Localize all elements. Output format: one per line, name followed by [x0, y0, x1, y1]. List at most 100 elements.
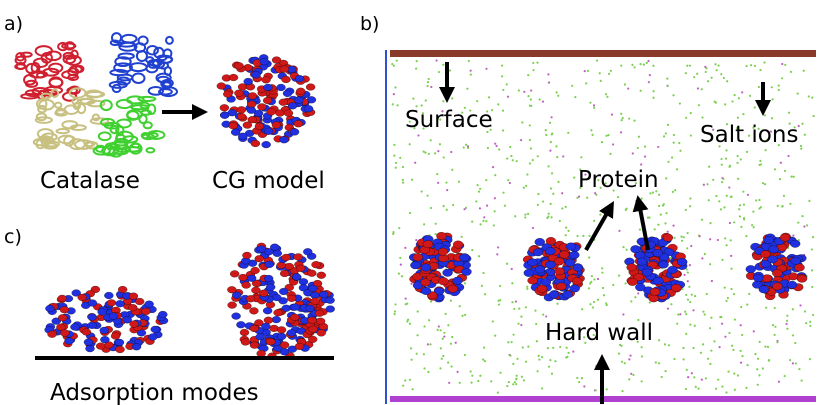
particle	[520, 316, 522, 318]
particle	[464, 354, 466, 356]
particle	[526, 173, 528, 175]
particle	[84, 339, 93, 346]
particle	[797, 275, 807, 283]
particle	[587, 70, 589, 72]
particle	[280, 270, 289, 277]
particle	[547, 347, 549, 349]
particle	[502, 110, 504, 112]
particle	[804, 134, 806, 136]
particle	[554, 258, 564, 266]
particle	[627, 87, 629, 89]
particle	[610, 70, 612, 72]
particle	[280, 136, 289, 143]
particle	[589, 303, 591, 305]
particle	[621, 119, 623, 121]
particle	[690, 245, 692, 247]
particle	[467, 145, 469, 147]
particle	[628, 358, 630, 360]
particle	[484, 360, 486, 362]
particle	[637, 147, 639, 149]
particle	[755, 199, 757, 201]
particle	[589, 282, 591, 284]
particle	[721, 323, 723, 325]
particle	[494, 174, 496, 176]
particle	[578, 381, 580, 383]
particle	[762, 182, 764, 184]
particle	[399, 257, 401, 259]
particle	[440, 329, 442, 331]
particle	[492, 166, 494, 168]
particle	[605, 135, 607, 137]
particle	[430, 139, 432, 141]
particle	[402, 166, 404, 168]
particle	[287, 295, 296, 302]
particle	[428, 319, 430, 321]
particle	[671, 284, 681, 292]
particle	[759, 286, 769, 294]
particle	[663, 234, 673, 242]
particle	[466, 88, 468, 90]
particle	[398, 273, 400, 275]
particle	[713, 340, 715, 342]
particle	[711, 77, 713, 79]
particle	[509, 146, 511, 148]
particle	[86, 345, 95, 352]
particle	[781, 205, 783, 207]
particle	[649, 301, 651, 303]
particle	[499, 285, 501, 287]
particle	[326, 297, 335, 304]
particle	[306, 84, 315, 91]
particle	[264, 128, 273, 135]
particle	[801, 379, 803, 381]
particle	[440, 347, 442, 349]
particle	[426, 85, 428, 87]
particle	[434, 152, 436, 154]
particle	[685, 313, 687, 315]
particle	[461, 315, 463, 317]
particle	[141, 308, 150, 315]
particle	[806, 224, 808, 226]
particle	[808, 95, 810, 97]
particle	[520, 324, 522, 326]
particle	[559, 346, 561, 348]
particle	[264, 84, 273, 91]
particle	[630, 300, 632, 302]
particle	[677, 258, 687, 266]
particle	[545, 129, 547, 131]
particle	[660, 214, 662, 216]
particle	[632, 374, 634, 376]
particle	[740, 226, 742, 228]
particle	[88, 300, 97, 307]
particle	[450, 343, 452, 345]
particle	[450, 300, 452, 302]
particle	[428, 153, 430, 155]
particle	[504, 205, 506, 207]
particle	[738, 97, 740, 99]
particle	[549, 291, 559, 299]
particle	[410, 347, 412, 349]
particle	[308, 326, 317, 333]
particle	[786, 328, 788, 330]
particle	[394, 303, 396, 305]
particle	[547, 73, 549, 75]
particle	[649, 74, 651, 76]
particle	[550, 187, 552, 189]
particle	[785, 323, 787, 325]
particle	[232, 313, 241, 320]
particle	[430, 86, 432, 88]
particle	[729, 165, 731, 167]
particle	[514, 381, 516, 383]
particle	[768, 360, 770, 362]
particle	[437, 150, 439, 152]
particle	[230, 271, 239, 278]
particle	[282, 254, 291, 261]
particle	[772, 283, 782, 291]
particle	[721, 259, 723, 261]
particle	[714, 63, 716, 65]
particle	[784, 170, 786, 172]
particle	[676, 323, 678, 325]
particle	[251, 287, 260, 294]
panel-label: b)	[360, 13, 379, 35]
particle	[396, 104, 398, 106]
particle	[506, 263, 508, 265]
